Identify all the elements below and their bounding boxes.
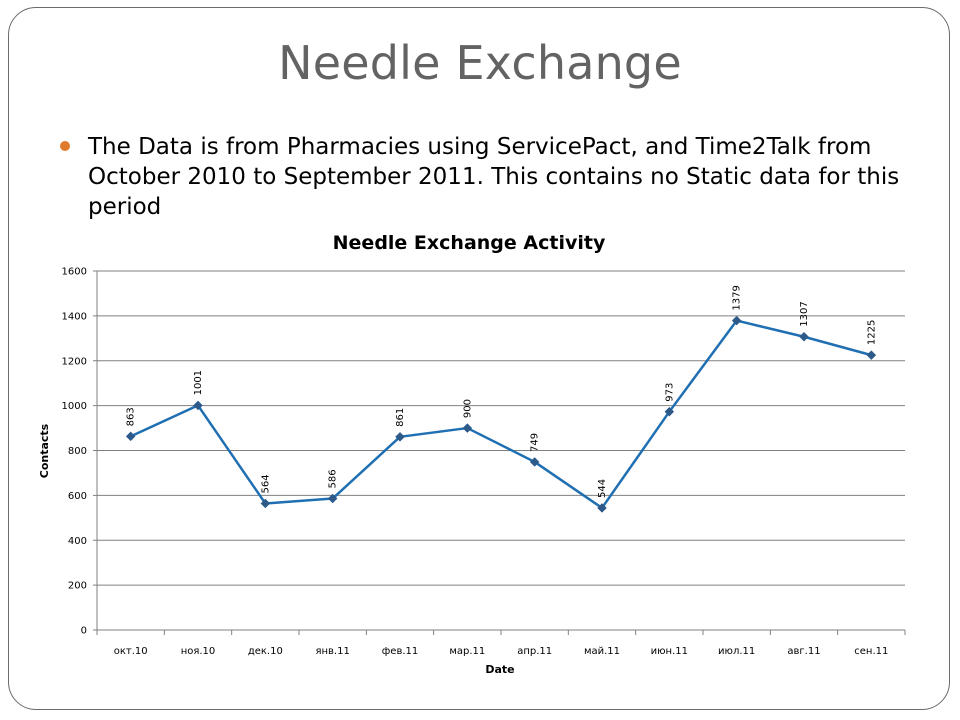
- x-tick-label: май.11: [584, 646, 620, 657]
- slide-title: Needle Exchange: [278, 36, 682, 90]
- y-tick-label: 1400: [62, 311, 87, 322]
- x-tick-label: фев.11: [382, 646, 419, 657]
- y-axis-label: Contacts: [38, 423, 51, 478]
- data-label: 900: [462, 399, 473, 418]
- data-point-marker: [597, 503, 607, 513]
- data-point-marker: [731, 315, 742, 326]
- data-label: 861: [395, 408, 406, 427]
- data-point-marker: [529, 457, 540, 467]
- bullet-text: The Data is from Pharmacies using Servic…: [88, 134, 900, 220]
- data-point-marker: [462, 423, 473, 433]
- x-tick-label: июн.11: [651, 646, 688, 657]
- data-point-marker: [327, 493, 338, 504]
- slide-frame: [8, 7, 950, 710]
- data-point-marker: [664, 406, 675, 417]
- x-tick-label: июл.11: [718, 646, 755, 657]
- y-tick-label: 1600: [62, 267, 87, 278]
- data-point-marker: [125, 431, 136, 442]
- x-tick-label: янв.11: [315, 646, 349, 657]
- data-label: 863: [126, 407, 137, 426]
- x-tick-label: сен.11: [854, 646, 888, 657]
- bullet-dot-icon: [60, 141, 70, 151]
- data-point-marker: [866, 350, 877, 360]
- data-label: 1225: [866, 320, 877, 345]
- data-point-marker: [260, 498, 271, 509]
- data-label: 544: [597, 479, 608, 498]
- y-tick-label: 0: [81, 626, 87, 637]
- series-line: [130, 319, 872, 510]
- x-tick-label: окт.10: [114, 646, 148, 657]
- y-tick-label: 1000: [62, 401, 87, 412]
- data-point-marker: [193, 400, 203, 411]
- y-tick-label: 600: [68, 491, 87, 502]
- y-tick-label: 1200: [62, 356, 87, 367]
- data-point-marker: [799, 331, 809, 342]
- x-tick-label: ноя.10: [181, 646, 216, 657]
- x-tick-label: апр.11: [517, 646, 552, 657]
- x-tick-label: мар.11: [449, 646, 485, 657]
- x-tick-label: авг.11: [787, 646, 820, 657]
- x-tick-label: дек.10: [248, 646, 283, 657]
- data-label: 1001: [193, 370, 204, 395]
- x-axis-label: Date: [485, 663, 514, 676]
- data-label: 564: [260, 474, 271, 493]
- data-point-marker: [395, 431, 405, 442]
- y-tick-label: 200: [68, 581, 87, 592]
- y-tick-label: 400: [68, 536, 87, 547]
- data-label: 973: [664, 383, 675, 402]
- data-label: 1379: [732, 285, 743, 310]
- y-tick-label: 800: [68, 446, 87, 457]
- chart-title: Needle Exchange Activity: [333, 232, 606, 254]
- data-label: 1307: [799, 301, 810, 326]
- data-label: 749: [530, 433, 541, 452]
- data-label: 586: [328, 469, 339, 488]
